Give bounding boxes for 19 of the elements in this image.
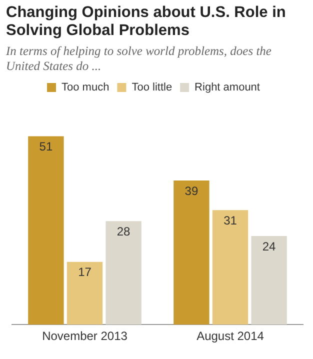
legend-label: Too much	[62, 82, 110, 94]
data-label: 28	[116, 224, 131, 238]
data-label: 39	[184, 184, 198, 198]
bar	[212, 210, 248, 325]
data-label: 24	[262, 239, 276, 254]
bar	[251, 236, 287, 325]
x-tick-label: November 2013	[42, 329, 128, 344]
bar	[106, 221, 142, 325]
data-label: 31	[224, 213, 238, 228]
legend-label: Too little	[132, 82, 172, 94]
bar	[66, 262, 103, 325]
bar	[174, 180, 210, 325]
bar	[28, 136, 64, 325]
chart-title: Changing Opinions about U.S. Role in Solving Global Problems	[6, 4, 287, 40]
data-label: 51	[39, 140, 53, 154]
legend-label: Right amount	[194, 82, 260, 94]
data-label: 17	[78, 265, 92, 280]
chart-subtitle: In terms of helping to solve world problems, does the United States do ...	[6, 44, 272, 74]
x-tick-label: August 2014	[196, 329, 264, 344]
